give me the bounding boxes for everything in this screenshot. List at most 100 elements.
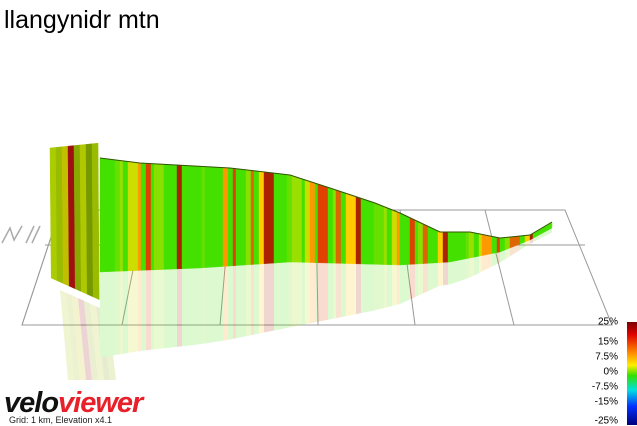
- ribbon-strip: [450, 231, 457, 263]
- ribbon-reflection: [479, 255, 482, 273]
- ribbon-reflection: [302, 262, 305, 325]
- ribbon-reflection: [274, 262, 279, 331]
- legend-label: -25%: [595, 416, 618, 426]
- north-icon: [1, 225, 41, 244]
- ribbon-reflection: [318, 262, 328, 322]
- ribbon-strip: [191, 165, 198, 269]
- ribbon-reflection: [205, 267, 210, 344]
- ribbon-reflection: [115, 271, 120, 356]
- ribbon-reflection: [100, 271, 110, 358]
- ribbon-strip: [365, 199, 370, 265]
- ribbon-reflection: [525, 240, 530, 247]
- ribbon-strip: [253, 170, 260, 265]
- ribbon-strip: [145, 163, 152, 271]
- ribbon-reflection: [233, 265, 236, 339]
- cliff-reflection: [72, 295, 86, 380]
- ribbon-strip: [181, 165, 193, 269]
- ribbon-reflection: [246, 264, 251, 337]
- ribbon-strip: [109, 159, 116, 272]
- ribbon-reflection: [164, 269, 169, 349]
- ribbon-reflection: [538, 230, 548, 240]
- ribbon-strip: [383, 206, 388, 265]
- ribbon-reflection: [154, 269, 164, 350]
- legend-label: -15%: [595, 397, 618, 408]
- ribbon-strip: [399, 212, 411, 266]
- ribbon-reflection: [333, 263, 336, 319]
- ribbon-strip: [127, 161, 139, 272]
- ribbon-strip: [504, 236, 511, 251]
- ribbon-strip: [386, 207, 393, 265]
- ribbon-reflection: [120, 271, 123, 355]
- ribbon-reflection: [361, 263, 366, 314]
- ribbon-strip: [278, 173, 285, 263]
- ribbon-strip: [201, 166, 206, 269]
- ribbon-strip: [304, 179, 311, 263]
- ribbon-top: [99, 157, 553, 239]
- ribbon-strip: [335, 189, 342, 264]
- ribbon-strip: [473, 232, 480, 258]
- ribbon-reflection: [466, 258, 469, 279]
- ribbon-reflection: [328, 263, 333, 320]
- ribbon-strip: [209, 166, 221, 268]
- ribbon-reflection: [548, 228, 551, 235]
- ribbon-strip: [332, 188, 337, 264]
- ribbon-reflection: [428, 262, 438, 292]
- ribbon-strip: [232, 168, 237, 267]
- ribbon-reflection: [197, 267, 202, 345]
- ribbon-reflection: [223, 266, 228, 341]
- ribbon-strip: [465, 231, 470, 260]
- ribbon-strip: [153, 163, 165, 271]
- logo: veloviewer: [4, 387, 145, 419]
- ribbon-strip: [396, 211, 401, 266]
- cliff-reflection: [102, 308, 116, 380]
- ribbon-strip: [314, 182, 319, 263]
- ribbon-reflection: [192, 268, 197, 346]
- ribbon-reflection: [551, 228, 552, 234]
- cliff-reflection: [60, 290, 74, 380]
- ribbon-reflection: [182, 268, 192, 347]
- ribbon-reflection: [443, 262, 448, 286]
- ribbon-reflection: [172, 268, 177, 348]
- ribbon-reflection: [497, 252, 500, 264]
- ribbon-strip: [222, 167, 229, 267]
- cliff-strip: [91, 142, 100, 300]
- ribbon-strip: [171, 164, 178, 270]
- ribbon-strip: [417, 221, 424, 265]
- title: llangynidr mtn: [4, 6, 160, 34]
- ribbon-reflection: [482, 253, 492, 272]
- ribbon-strip: [204, 166, 211, 268]
- ribbon-strip: [368, 200, 375, 265]
- ribbon-reflection: [423, 263, 428, 294]
- ribbon-reflection: [220, 266, 223, 342]
- ribbon-strip: [391, 209, 398, 266]
- ribbon-reflection: [284, 262, 287, 329]
- ribbon-strip: [122, 160, 129, 272]
- ribbon-strip: [373, 202, 385, 265]
- ribbon-strip: [227, 167, 234, 267]
- legend-label: 15%: [598, 337, 618, 348]
- ribbon-reflection: [287, 262, 292, 328]
- ribbon-reflection: [387, 264, 392, 308]
- ribbon-strip: [137, 162, 142, 271]
- legend-label: 7.5%: [595, 352, 618, 363]
- cliff-reflection: [90, 303, 104, 380]
- ribbon-reflection: [279, 262, 284, 330]
- ribbon-strip: [409, 217, 416, 265]
- ribbon-strip: [283, 174, 288, 263]
- ribbon-strip: [360, 198, 367, 265]
- legend-label: 0%: [604, 367, 619, 378]
- ribbon-reflection: [110, 271, 115, 356]
- ribbon-reflection: [264, 263, 274, 333]
- ribbon-reflection: [369, 264, 374, 312]
- elevation-ribbon: [49, 142, 553, 300]
- ribbon-strip: [437, 230, 444, 263]
- ribbon-reflection: [346, 263, 356, 317]
- ribbon-reflection: [202, 267, 205, 344]
- ribbon-strip: [176, 164, 183, 270]
- ribbon-reflection: [292, 262, 302, 327]
- ribbon-reflection: [520, 242, 525, 250]
- ribbon-reflection: [451, 260, 456, 285]
- ribbon-strip: [481, 234, 493, 256]
- ribbon-reflection: [374, 264, 384, 311]
